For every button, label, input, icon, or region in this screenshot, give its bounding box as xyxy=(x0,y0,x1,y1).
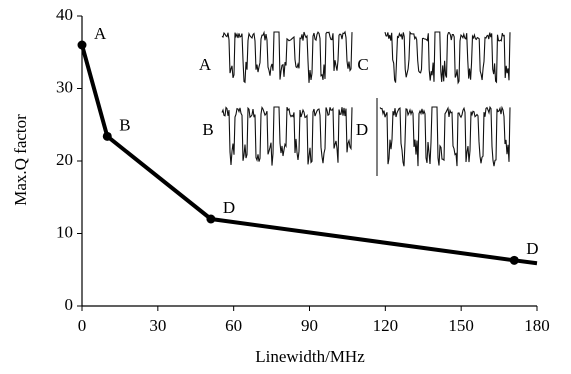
inset-label: B xyxy=(202,120,213,139)
x-tick-label: 90 xyxy=(301,316,318,335)
waveform xyxy=(380,107,510,166)
y-tick-label: 0 xyxy=(65,295,74,314)
point-label: A xyxy=(94,24,107,43)
inset-waveforms xyxy=(222,32,510,166)
data-point xyxy=(78,41,87,50)
x-tick-label: 0 xyxy=(78,316,87,335)
inset-label: C xyxy=(357,55,368,74)
waveform xyxy=(385,32,510,83)
y-tick-label: 30 xyxy=(56,77,73,96)
x-axis-label: Linewidth/MHz xyxy=(255,347,365,366)
chart: Linewidth/MHz Max.Q factor A C B D 0 30 60… xyxy=(0,0,571,374)
point-label: D xyxy=(223,198,235,217)
waveform xyxy=(222,107,352,166)
x-tick-label: 150 xyxy=(448,316,474,335)
inset-label: D xyxy=(356,120,368,139)
data-point xyxy=(510,256,519,265)
x-tick-label: 180 xyxy=(524,316,550,335)
y-tick-label: 10 xyxy=(56,222,73,241)
inset-label: A xyxy=(199,55,212,74)
point-label: D xyxy=(526,239,538,258)
x-tick-label: 60 xyxy=(225,316,242,335)
y-axis-label: Max.Q factor xyxy=(11,114,30,206)
data-point xyxy=(103,132,112,141)
y-tick-label: 20 xyxy=(56,150,73,169)
data-point xyxy=(206,215,215,224)
waveform xyxy=(222,32,352,83)
x-tick-label: 120 xyxy=(373,316,399,335)
point-label: B xyxy=(119,115,130,134)
x-tick-label: 30 xyxy=(149,316,166,335)
y-tick-label: 40 xyxy=(56,5,73,24)
